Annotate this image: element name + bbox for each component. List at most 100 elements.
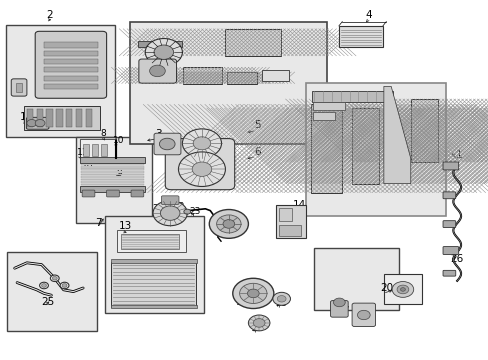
- Text: 4: 4: [365, 10, 372, 20]
- Circle shape: [159, 138, 175, 150]
- Bar: [80, 139, 116, 158]
- Text: 17: 17: [338, 306, 350, 315]
- Bar: [111, 262, 195, 307]
- Bar: [224, 29, 281, 56]
- Bar: [410, 99, 437, 162]
- Circle shape: [41, 284, 46, 287]
- Bar: [27, 109, 33, 127]
- Text: 24: 24: [211, 218, 222, 227]
- Bar: [81, 168, 144, 170]
- Circle shape: [357, 310, 369, 320]
- Bar: [138, 41, 182, 47]
- Bar: [80, 186, 145, 192]
- Bar: [278, 225, 300, 236]
- Text: 15: 15: [20, 112, 33, 122]
- Circle shape: [253, 319, 264, 327]
- Circle shape: [248, 315, 269, 331]
- Bar: [81, 179, 144, 180]
- Bar: [85, 109, 92, 127]
- Bar: [24, 106, 100, 130]
- FancyBboxPatch shape: [442, 192, 455, 199]
- Circle shape: [40, 282, 48, 289]
- Bar: [83, 144, 89, 156]
- Text: 12: 12: [173, 202, 184, 211]
- Circle shape: [232, 278, 273, 309]
- Text: 21: 21: [275, 299, 286, 308]
- Circle shape: [391, 282, 413, 297]
- Text: 5: 5: [253, 120, 260, 130]
- Bar: [44, 59, 98, 64]
- Circle shape: [193, 137, 210, 150]
- Bar: [111, 305, 196, 308]
- Bar: [183, 67, 222, 84]
- Circle shape: [153, 201, 187, 226]
- Circle shape: [27, 120, 37, 127]
- Bar: [261, 70, 288, 81]
- FancyBboxPatch shape: [442, 270, 455, 276]
- Bar: [44, 76, 98, 81]
- Bar: [81, 166, 144, 168]
- Bar: [44, 67, 98, 72]
- Circle shape: [182, 129, 221, 158]
- Bar: [312, 112, 334, 120]
- Bar: [101, 144, 106, 156]
- Text: 10: 10: [82, 162, 94, 171]
- Circle shape: [35, 120, 45, 127]
- Circle shape: [400, 288, 405, 291]
- Text: 23: 23: [189, 207, 201, 216]
- Text: 25: 25: [41, 297, 55, 307]
- Bar: [81, 171, 144, 173]
- FancyBboxPatch shape: [442, 221, 455, 228]
- Bar: [105, 216, 204, 313]
- Bar: [383, 274, 421, 304]
- Circle shape: [52, 276, 57, 280]
- Text: 8: 8: [100, 129, 106, 138]
- Bar: [351, 108, 378, 184]
- Bar: [305, 83, 445, 216]
- Circle shape: [209, 210, 248, 238]
- Bar: [117, 230, 185, 252]
- FancyBboxPatch shape: [154, 133, 181, 155]
- Circle shape: [160, 206, 180, 220]
- Bar: [76, 109, 82, 127]
- FancyBboxPatch shape: [161, 196, 179, 204]
- Text: 11: 11: [77, 148, 89, 157]
- Bar: [80, 139, 116, 158]
- Bar: [80, 157, 145, 163]
- Polygon shape: [383, 86, 410, 184]
- FancyBboxPatch shape: [139, 59, 176, 83]
- Text: 22: 22: [152, 204, 163, 213]
- Circle shape: [149, 65, 165, 77]
- Text: 1: 1: [455, 150, 462, 160]
- FancyBboxPatch shape: [442, 162, 458, 170]
- Bar: [111, 259, 196, 263]
- Text: 19: 19: [250, 324, 262, 333]
- Circle shape: [216, 215, 241, 233]
- FancyBboxPatch shape: [35, 31, 106, 98]
- FancyBboxPatch shape: [131, 190, 143, 197]
- Bar: [314, 248, 398, 310]
- FancyBboxPatch shape: [442, 247, 458, 255]
- FancyBboxPatch shape: [11, 79, 27, 96]
- Bar: [44, 51, 98, 56]
- Text: 6: 6: [253, 147, 260, 157]
- FancyBboxPatch shape: [330, 301, 347, 317]
- Bar: [121, 234, 179, 249]
- Text: 13: 13: [119, 221, 132, 231]
- Bar: [37, 109, 43, 127]
- Text: 20: 20: [380, 283, 393, 293]
- FancyBboxPatch shape: [26, 117, 49, 129]
- Circle shape: [60, 282, 69, 289]
- Text: 10: 10: [113, 136, 125, 145]
- Bar: [227, 72, 256, 84]
- Bar: [312, 102, 344, 110]
- Circle shape: [333, 298, 345, 307]
- Bar: [6, 25, 115, 137]
- Bar: [46, 109, 53, 127]
- Bar: [81, 176, 144, 178]
- Bar: [276, 205, 305, 238]
- Bar: [16, 83, 22, 92]
- Circle shape: [239, 283, 266, 303]
- Text: 16: 16: [352, 316, 364, 325]
- Bar: [56, 109, 62, 127]
